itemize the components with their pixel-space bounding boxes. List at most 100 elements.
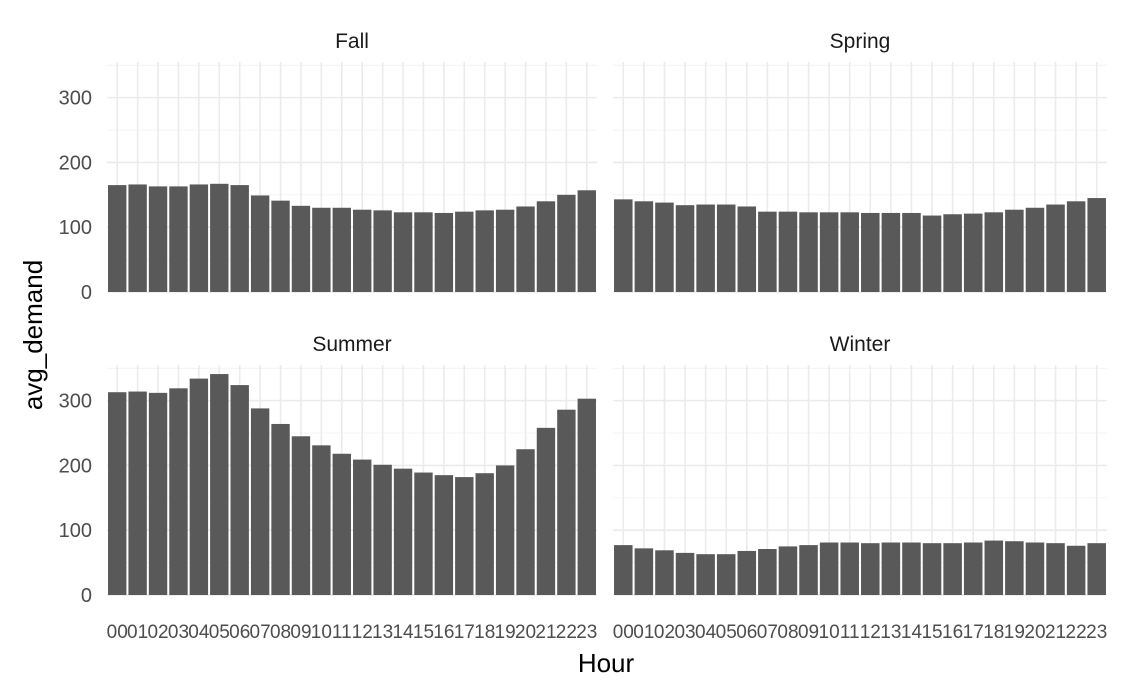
bar-winter-15 <box>922 543 942 595</box>
bar-fall-19 <box>495 209 515 292</box>
bar-summer-23 <box>577 398 596 595</box>
bar-fall-06 <box>230 185 249 292</box>
bar-fall-04 <box>189 184 209 292</box>
bar-fall-15 <box>414 212 433 292</box>
bar-spring-17 <box>963 213 983 292</box>
x-tick-label: 03 <box>674 622 695 643</box>
x-tick-label: 06 <box>229 622 250 643</box>
bar-fall-18 <box>475 210 494 292</box>
bar-fall-00 <box>108 185 127 292</box>
x-tick-label: 08 <box>777 622 798 643</box>
bar-summer-01 <box>128 391 147 595</box>
bar-spring-15 <box>922 215 942 292</box>
x-tick-label: 08 <box>270 622 291 643</box>
x-tick-label: 15 <box>413 622 434 643</box>
bar-fall-13 <box>373 210 392 292</box>
x-tick-label: 10 <box>311 622 332 643</box>
x-tick-label: 09 <box>290 622 311 643</box>
bar-winter-23 <box>1087 543 1106 595</box>
bar-summer-13 <box>373 464 392 595</box>
x-tick-label: 10 <box>819 622 840 643</box>
bar-summer-08 <box>271 423 290 595</box>
facet-strip-label: Fall <box>335 30 369 53</box>
x-tick-label: 11 <box>840 622 860 643</box>
bar-winter-13 <box>881 542 901 595</box>
bar-spring-20 <box>1025 207 1045 292</box>
x-tick-label: 13 <box>880 622 901 643</box>
bar-fall-05 <box>210 183 229 292</box>
x-tick-label: 23 <box>576 622 597 643</box>
y-tick-label: 200 <box>59 152 92 174</box>
x-tick-label: 11 <box>332 622 352 643</box>
bar-spring-22 <box>1066 201 1086 292</box>
x-tick-label: 12 <box>352 622 373 643</box>
x-tick-label: 16 <box>433 622 454 643</box>
x-tick-label: 03 <box>168 622 189 643</box>
x-tick-label: 09 <box>798 622 819 643</box>
bar-summer-21 <box>536 427 556 595</box>
bar-winter-18 <box>984 540 1004 595</box>
x-tick-label: 18 <box>474 622 495 643</box>
bar-spring-02 <box>655 202 674 292</box>
bar-summer-04 <box>189 378 209 595</box>
x-tick-label: 02 <box>147 622 168 643</box>
bar-fall-09 <box>291 205 311 292</box>
bar-summer-00 <box>108 392 127 595</box>
bar-fall-11 <box>332 207 351 292</box>
facet-strip-label: Summer <box>312 333 391 356</box>
bar-spring-14 <box>902 212 921 292</box>
bar-spring-04 <box>696 204 715 292</box>
bar-spring-16 <box>943 214 962 292</box>
bar-winter-21 <box>1046 543 1065 595</box>
bar-spring-03 <box>675 205 695 292</box>
bar-winter-02 <box>655 550 674 595</box>
bar-summer-18 <box>475 473 494 595</box>
bar-winter-10 <box>819 542 839 595</box>
bar-summer-20 <box>516 449 535 595</box>
bar-fall-17 <box>455 211 474 292</box>
x-tick-label: 22 <box>1066 622 1087 643</box>
y-tick-label: 0 <box>81 585 92 607</box>
bar-spring-07 <box>758 211 777 292</box>
bar-spring-18 <box>984 212 1004 292</box>
bar-winter-22 <box>1066 545 1086 595</box>
x-tick-label: 20 <box>515 622 536 643</box>
bar-summer-19 <box>495 465 515 595</box>
y-axis-title: avg_demand <box>18 260 48 410</box>
bar-summer-12 <box>353 459 372 595</box>
x-tick-label: 20 <box>1024 622 1045 643</box>
bar-winter-03 <box>675 552 695 595</box>
facet-panel-winter: Winter 00 01 02 03 04 05 06 07 08 09 10 11 12 13 14 15 16… <box>613 333 1108 643</box>
bar-fall-01 <box>128 184 147 292</box>
bar-spring-00 <box>614 199 633 292</box>
x-tick-label: 17 <box>963 622 984 643</box>
bar-winter-12 <box>861 543 880 595</box>
bar-spring-08 <box>778 211 798 292</box>
x-tick-label: 15 <box>921 622 942 643</box>
bar-spring-10 <box>819 212 839 292</box>
x-tick-label: 19 <box>495 622 516 643</box>
y-tick-label: 300 <box>59 391 92 413</box>
y-tick-label: 100 <box>59 520 92 542</box>
bar-summer-07 <box>250 408 270 595</box>
x-tick-label: 07 <box>250 622 271 643</box>
bar-fall-02 <box>148 186 168 292</box>
x-tick-label: 23 <box>1086 622 1107 643</box>
bar-fall-22 <box>557 194 576 292</box>
x-tick-label: 01 <box>633 622 654 643</box>
x-tick-label: 05 <box>209 622 230 643</box>
bar-fall-21 <box>536 201 556 292</box>
x-tick-label: 18 <box>983 622 1004 643</box>
x-tick-label: 16 <box>942 622 963 643</box>
bar-fall-08 <box>271 200 290 292</box>
bar-winter-11 <box>840 542 859 595</box>
bar-spring-11 <box>840 212 859 292</box>
bar-spring-13 <box>881 212 901 292</box>
x-tick-label: 12 <box>860 622 881 643</box>
facet-panel-spring: Spring <box>613 30 1107 293</box>
bar-winter-08 <box>778 546 798 595</box>
x-tick-label: 14 <box>392 622 414 643</box>
bar-summer-15 <box>414 472 433 595</box>
